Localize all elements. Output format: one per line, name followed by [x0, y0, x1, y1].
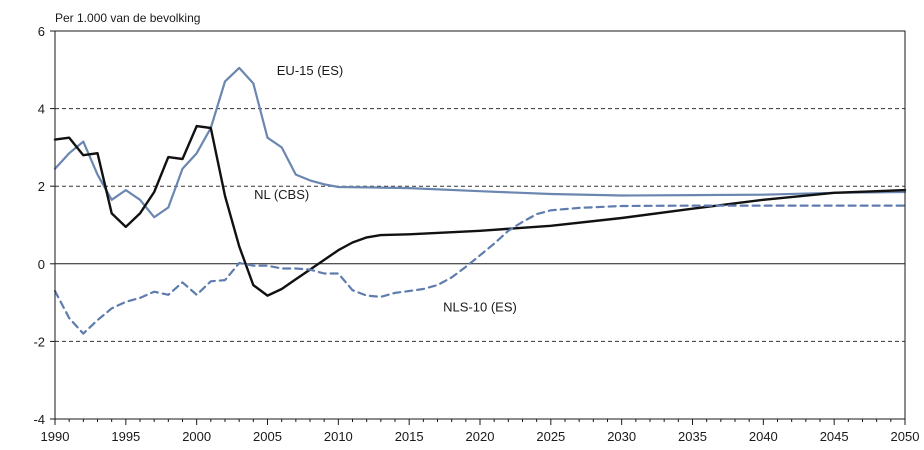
series-line-eu-15-es [53, 66, 907, 219]
x-tick-label: 2035 [678, 429, 707, 444]
y-axis-label: Per 1.000 van de bevolking [55, 11, 200, 25]
x-tick-label: 1990 [41, 429, 70, 444]
x-tick-label: 2010 [324, 429, 353, 444]
plot-frame [54, 30, 906, 420]
y-tick-label: 4 [38, 102, 45, 117]
y-tick-label: 0 [38, 257, 45, 272]
y-tick-label: 6 [38, 24, 45, 39]
x-tick-label: 2045 [820, 429, 849, 444]
x-tick-label: 2020 [466, 429, 495, 444]
y-axis-ticks: 6 4 2 0 -2 -4 [33, 24, 55, 427]
y-tick-label: -2 [33, 334, 45, 349]
series-line-nl-cbs [53, 124, 907, 297]
x-tick-label: 2015 [395, 429, 424, 444]
x-tick-label: 2030 [607, 429, 636, 444]
series-label: EU-15 (ES) [277, 63, 343, 78]
y-tick-label: 2 [38, 179, 45, 194]
x-tick-label: 2040 [749, 429, 778, 444]
series-annotations: EU-15 (ES) NL (CBS) NLS-10 (ES) [254, 63, 517, 315]
series-lines [53, 66, 907, 335]
x-tick-label: 1995 [111, 429, 140, 444]
y-tick-label: -4 [33, 412, 45, 427]
gridlines [55, 108, 905, 342]
x-tick-label: 2050 [891, 429, 920, 444]
x-tick-label: 2005 [253, 429, 282, 444]
series-label: NLS-10 (ES) [443, 299, 517, 314]
x-axis-ticks: 1990 1995 2000 2005 2010 2015 2020 2025 2030 2035… [41, 419, 920, 444]
series-label: NL (CBS) [254, 187, 309, 202]
series-line-nls-10-es [53, 204, 907, 335]
x-tick-label: 2000 [182, 429, 211, 444]
x-tick-label: 2025 [536, 429, 565, 444]
